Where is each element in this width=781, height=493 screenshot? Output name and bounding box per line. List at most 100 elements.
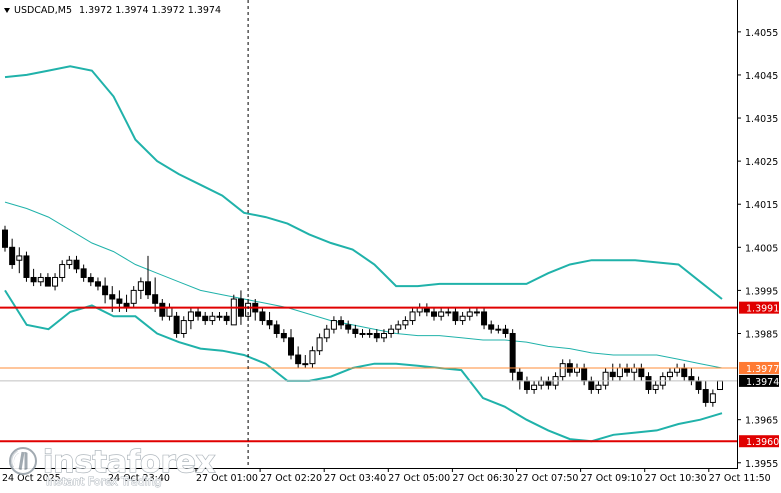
candle [159, 299, 166, 321]
candle [273, 320, 280, 338]
price-tags: 1.3991 1.3977 1.3960 1.3974 [739, 301, 779, 448]
x-tick-label: 27 Oct 11:50 [709, 473, 771, 484]
candle [481, 307, 488, 330]
candle [295, 346, 302, 368]
candle [288, 329, 294, 360]
candle [709, 389, 716, 407]
x-tick-label: 27 Oct 09:10 [581, 473, 643, 484]
current-price-label: 1.3974 [746, 377, 779, 388]
y-tick-label: 1.4055 [745, 28, 778, 39]
y-tick-label: 1.4035 [745, 114, 778, 125]
candle [445, 307, 452, 317]
candle [2, 225, 8, 252]
x-tick-label: 27 Oct 03:40 [324, 473, 386, 484]
y-tick-label: 1.3995 [745, 286, 778, 297]
candle [195, 307, 202, 321]
candle [44, 273, 51, 287]
candle [309, 346, 316, 368]
candle [431, 307, 437, 321]
candle [509, 329, 516, 381]
candle [130, 286, 137, 308]
candle [409, 307, 416, 325]
y-tick-label: 1.4005 [745, 243, 778, 254]
candle [216, 311, 223, 321]
candle [145, 255, 151, 300]
candle [373, 329, 380, 343]
candle [702, 380, 709, 407]
time-axis: 24 Oct 2025 24 Oct 23:40 27 Oct 01:00 27 Oc… [2, 468, 771, 484]
candle [137, 277, 144, 300]
watermark: instaforex Instant Forex Trading [9, 444, 216, 489]
x-tick-label: 24 Oct 2025 [2, 473, 61, 484]
candle [202, 311, 209, 325]
candle [717, 380, 723, 391]
x-tick-label: 27 Oct 10:30 [645, 473, 707, 484]
x-tick-label: 27 Oct 06:30 [452, 473, 514, 484]
price-axis: 1.4055 1.4045 1.4035 1.4025 1.4015 1.4005 1.39… [737, 28, 778, 470]
candle [595, 380, 602, 394]
candle [9, 238, 16, 269]
candle [395, 320, 402, 334]
x-tick-label: 27 Oct 05:00 [388, 473, 450, 484]
x-tick-label: 27 Oct 07:50 [517, 473, 579, 484]
level-tag-1.3991 [739, 301, 779, 314]
candle [230, 294, 237, 326]
y-tick-label: 1.3965 [745, 416, 778, 427]
candle [359, 329, 366, 338]
y-tick-label: 1.3985 [745, 329, 778, 340]
y-tick-label: 1.3955 [745, 459, 778, 470]
candle [187, 307, 194, 330]
candle [402, 316, 409, 330]
candle [502, 324, 509, 338]
candle [452, 307, 459, 325]
candle [280, 329, 287, 343]
candle [488, 320, 495, 334]
candle [266, 311, 273, 330]
candle [80, 264, 87, 282]
candle [316, 333, 323, 356]
candle [94, 277, 101, 291]
candle [495, 324, 502, 334]
ohlc-values: 1.3972 1.3974 1.3972 1.3974 [79, 5, 221, 16]
bollinger-upper-line [4, 65, 723, 300]
candle [209, 311, 216, 325]
candle [302, 355, 309, 368]
candle [66, 255, 73, 269]
x-tick-label: 27 Oct 01:00 [196, 473, 258, 484]
horizontal-levels[interactable] [0, 306, 737, 443]
candle [223, 311, 230, 325]
candle [173, 311, 180, 338]
level-tag-label: 1.3991 [746, 304, 779, 315]
candle [366, 329, 373, 338]
candle [438, 307, 445, 321]
candle [23, 251, 30, 282]
candle [37, 273, 44, 287]
candle [380, 329, 387, 343]
candle [459, 311, 466, 325]
level-tag-1.3960 [739, 435, 779, 448]
candle [602, 367, 609, 390]
level-tag-label: 1.3977 [746, 364, 779, 375]
candle [666, 367, 673, 381]
candle [52, 273, 59, 291]
candle [180, 316, 187, 338]
symbol-label: USDCAD,M5 [14, 5, 72, 16]
y-tick-label: 1.4045 [745, 71, 778, 82]
header-marker-icon [4, 8, 10, 13]
candle [559, 359, 566, 381]
candle [388, 324, 395, 338]
x-tick-label: 24 Oct 23:40 [108, 473, 170, 484]
bollinger-bands [4, 65, 723, 443]
candle [16, 247, 23, 274]
candle [609, 363, 616, 381]
candle [323, 324, 330, 343]
level-tag-1.3977 [739, 361, 779, 374]
current-price-tag [739, 374, 779, 387]
candle [330, 316, 337, 334]
watermark-brand: instaforex [43, 445, 215, 480]
candle [645, 372, 652, 394]
candle [259, 307, 266, 325]
